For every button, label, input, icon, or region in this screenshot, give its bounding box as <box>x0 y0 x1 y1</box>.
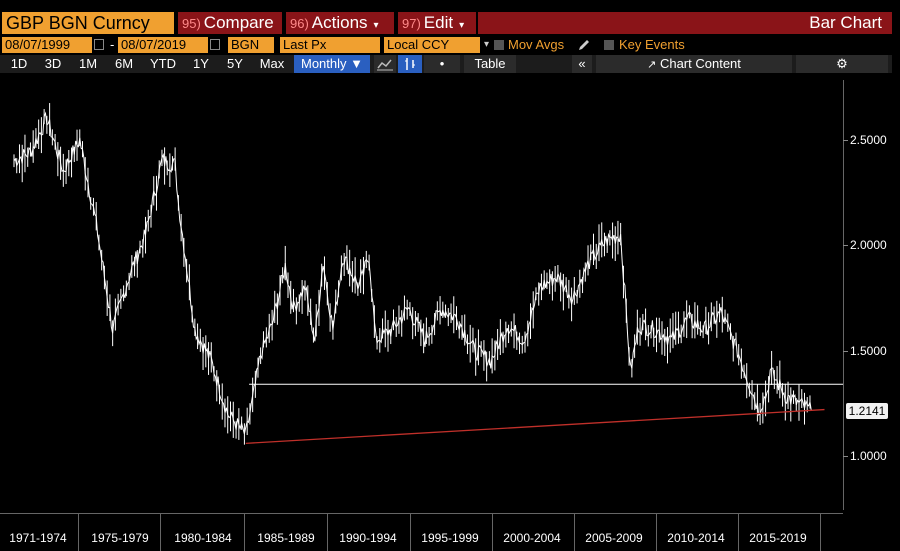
x-tick-label: 1975-1979 <box>91 531 149 545</box>
x-tick-label: 1971-1974 <box>9 531 67 545</box>
key-events-label[interactable]: Key Events <box>619 37 685 52</box>
chart-type-title[interactable]: Bar Chart <box>478 12 892 34</box>
x-tick-label: 1985-1989 <box>257 531 315 545</box>
x-separator <box>492 514 493 551</box>
period-max[interactable]: Max <box>259 56 285 71</box>
end-date-field[interactable]: 08/07/2019 <box>118 37 208 53</box>
chart-content-icon: ↗ <box>647 59 657 71</box>
x-separator <box>160 514 161 551</box>
collapse-icon[interactable]: « <box>572 55 592 73</box>
settings-gear-icon[interactable]: ⚙ <box>796 55 888 73</box>
currency-chevron-down-icon[interactable]: ▾ <box>484 39 490 50</box>
x-separator <box>327 514 328 551</box>
pencil-icon[interactable] <box>577 38 591 52</box>
chart-content-button[interactable]: ↗ Chart Content <box>596 55 792 73</box>
edit-button[interactable]: 97) Edit ▾ <box>398 12 476 34</box>
x-axis-line <box>0 513 843 514</box>
frequency-selector[interactable]: Monthly ▼ <box>294 55 370 73</box>
y-tick-label: 1.5000 <box>850 344 887 358</box>
edit-chevron-down-icon: ▾ <box>459 20 465 31</box>
field-selector[interactable]: Last Px <box>280 37 380 53</box>
start-date-field[interactable]: 08/07/1999 <box>2 37 92 53</box>
x-tick-label: 2015-2019 <box>749 531 807 545</box>
y-tick-label: 1.0000 <box>850 449 887 463</box>
x-tick-label: 2005-2009 <box>585 531 643 545</box>
trendline[interactable] <box>245 408 825 444</box>
actions-button[interactable]: 96) Actions ▾ <box>286 12 394 34</box>
mov-avgs-label[interactable]: Mov Avgs <box>508 37 565 52</box>
period-5y[interactable]: 5Y <box>227 56 243 71</box>
table-button[interactable]: Table <box>464 55 516 73</box>
y-tick-mark <box>843 245 848 246</box>
actions-shortcut: 96) <box>290 16 309 31</box>
y-tick-mark <box>843 140 848 141</box>
line-chart-icon[interactable] <box>374 55 396 73</box>
calendar-icon[interactable] <box>94 39 104 50</box>
calendar-icon[interactable] <box>210 39 220 50</box>
y-tick-label: 2.0000 <box>850 238 887 252</box>
x-tick-label: 1995-1999 <box>421 531 479 545</box>
chart-content-label: Chart Content <box>659 56 741 71</box>
compare-shortcut: 95) <box>182 16 201 31</box>
x-separator <box>820 514 821 551</box>
period-3d[interactable]: 3D <box>44 56 62 71</box>
price-series-line <box>13 111 812 435</box>
x-separator <box>410 514 411 551</box>
x-separator <box>656 514 657 551</box>
mov-avgs-checkbox[interactable] <box>494 40 504 50</box>
compare-label: Compare <box>203 13 274 32</box>
x-tick-label: 2010-2014 <box>667 531 725 545</box>
chart-options-dot[interactable]: • <box>424 55 460 73</box>
edit-label: Edit <box>423 13 454 32</box>
period-6m[interactable]: 6M <box>114 56 134 71</box>
source-field[interactable]: BGN <box>228 37 274 53</box>
bar-chart-icon[interactable] <box>398 55 422 73</box>
y-tick-mark <box>843 351 848 352</box>
y-tick-mark <box>843 456 848 457</box>
y-axis-line <box>843 80 844 510</box>
x-tick-label: 1980-1984 <box>174 531 232 545</box>
period-ytd[interactable]: YTD <box>150 56 176 71</box>
currency-selector[interactable]: Local CCY <box>384 37 480 53</box>
x-tick-label: 1990-1994 <box>339 531 397 545</box>
key-events-checkbox[interactable] <box>604 40 614 50</box>
y-tick-label: 2.5000 <box>850 133 887 147</box>
period-1y[interactable]: 1Y <box>193 56 209 71</box>
edit-shortcut: 97) <box>402 16 421 31</box>
x-separator <box>78 514 79 551</box>
period-1m[interactable]: 1M <box>78 56 98 71</box>
actions-chevron-down-icon: ▾ <box>373 20 379 31</box>
compare-button[interactable]: 95) Compare <box>178 12 282 34</box>
last-price-badge: 1.2141 <box>846 403 888 419</box>
period-1d[interactable]: 1D <box>10 56 28 71</box>
x-separator <box>574 514 575 551</box>
date-range-dash: - <box>110 37 115 52</box>
actions-label: Actions <box>311 13 368 32</box>
ticker-field[interactable]: GBP BGN Curncy <box>2 12 174 34</box>
x-tick-label: 2000-2004 <box>503 531 561 545</box>
x-separator <box>244 514 245 551</box>
x-separator <box>738 514 739 551</box>
